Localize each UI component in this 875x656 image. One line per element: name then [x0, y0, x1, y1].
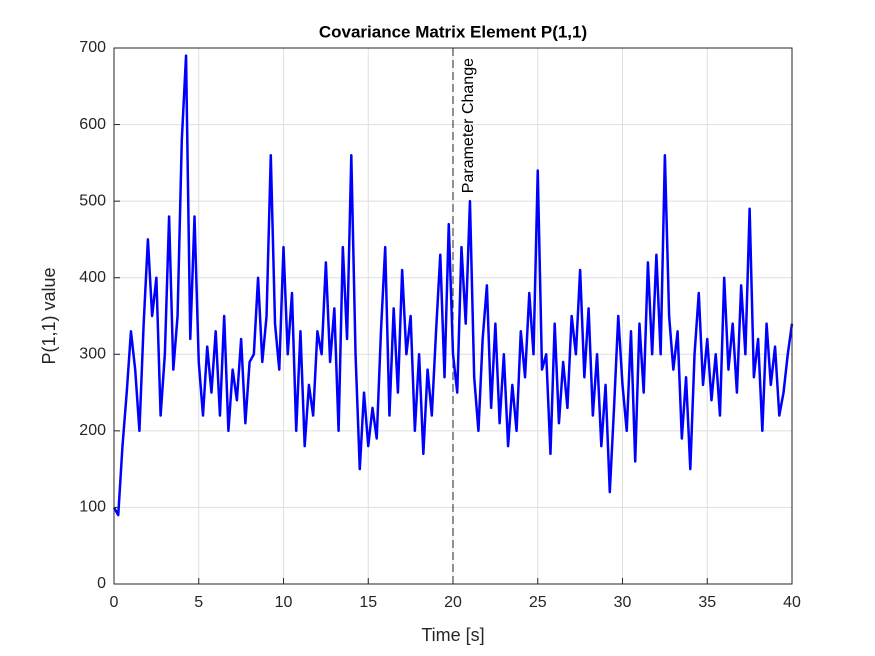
x-tick-label: 15	[359, 594, 377, 611]
y-tick-label: 0	[97, 575, 106, 592]
y-tick-label: 500	[79, 192, 106, 209]
y-tick-label: 600	[79, 116, 106, 133]
x-tick-label: 30	[614, 594, 632, 611]
x-tick-label: 35	[698, 594, 716, 611]
x-axis-label: Time [s]	[421, 625, 484, 645]
x-tick-label: 10	[275, 594, 293, 611]
x-tick-label: 25	[529, 594, 547, 611]
x-tick-label: 0	[110, 594, 119, 611]
x-tick-label: 40	[783, 594, 801, 611]
y-axis-label: P(1,1) value	[39, 267, 59, 364]
y-tick-label: 200	[79, 422, 106, 439]
chart-title: Covariance Matrix Element P(1,1)	[319, 22, 587, 41]
y-tick-label: 300	[79, 346, 106, 363]
data-line	[112, 54, 794, 517]
y-tick-label: 700	[79, 39, 106, 56]
y-tick-label: 100	[79, 499, 106, 516]
x-tick-label: 5	[194, 594, 203, 611]
annotation-text: Parameter Change	[460, 58, 477, 193]
x-tick-label: 20	[444, 594, 462, 611]
y-tick-label: 400	[79, 269, 106, 286]
marks: Parameter Change	[112, 48, 794, 584]
